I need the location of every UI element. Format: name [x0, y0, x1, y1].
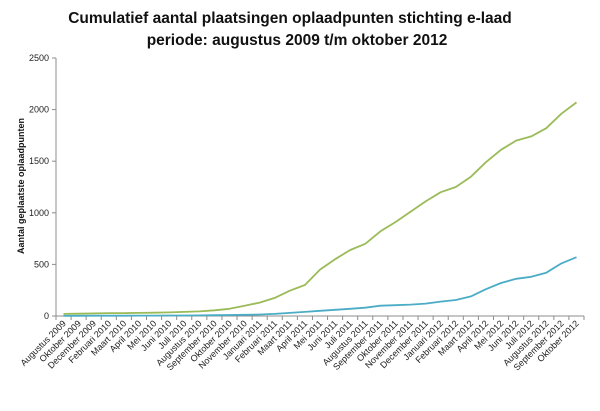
y-axis-ticks: 0 500 1000 1500 2000 2500 [29, 53, 56, 321]
y-axis-label: Aantal geplaatste oplaadpunten [16, 118, 26, 254]
chart-title: Cumulatief aantal plaatsingen oplaadpunt… [0, 8, 600, 52]
chart-title-line-1: Cumulatief aantal plaatsingen oplaadpunt… [68, 10, 512, 27]
chart-title-line-2: periode: augustus 2009 t/m oktober 2012 [146, 32, 448, 49]
y-tick-label: 2500 [29, 53, 49, 63]
y-tick-label: 1000 [29, 208, 49, 218]
y-tick-label: 0 [44, 311, 49, 321]
series-line-1 [63, 101, 578, 315]
series-lines [63, 101, 578, 317]
series-line-2 [63, 256, 577, 317]
axes [55, 58, 584, 317]
y-tick-label: 2000 [29, 105, 49, 115]
y-tick-label: 500 [34, 259, 49, 269]
y-tick-label: 1500 [29, 156, 49, 166]
